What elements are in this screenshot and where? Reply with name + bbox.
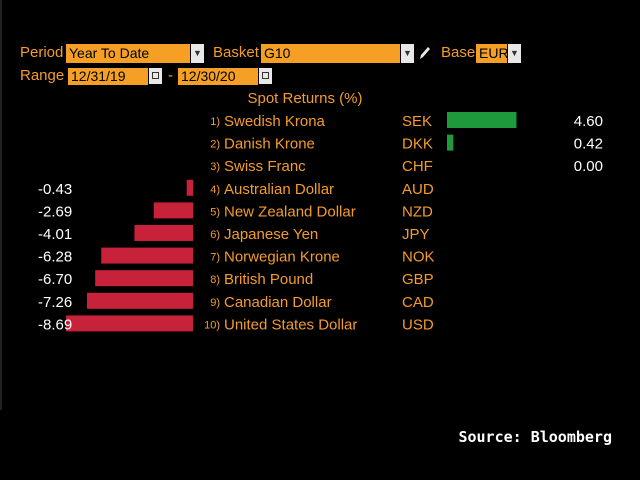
- currency-code: GBP: [402, 271, 434, 288]
- base-select[interactable]: EUR: [476, 44, 509, 63]
- category-label: Danish Krone: [224, 136, 315, 153]
- currency-code: NOK: [402, 249, 435, 266]
- rank-label: 3): [210, 161, 220, 173]
- rank-label: 8): [210, 274, 220, 286]
- category-label: New Zealand Dollar: [224, 203, 356, 220]
- bar-positive: [447, 112, 517, 128]
- range-label: Range: [20, 67, 65, 84]
- currency-code: DKK: [402, 136, 433, 153]
- currency-code: USD: [402, 316, 434, 333]
- bar-negative: [95, 270, 193, 287]
- category-label: Canadian Dollar: [224, 294, 332, 311]
- period-dropdown-icon[interactable]: ▼: [191, 44, 204, 63]
- period-select[interactable]: Year To Date: [66, 44, 190, 63]
- chart-title: Spot Returns (%): [247, 90, 362, 107]
- period-label: Period: [20, 44, 64, 61]
- rank-label: 1): [210, 116, 220, 128]
- currency-code: CHF: [402, 158, 433, 175]
- bar-negative: [101, 247, 193, 264]
- rank-label: 7): [210, 252, 220, 264]
- value-label: 0.42: [574, 136, 603, 153]
- range-end-input[interactable]: 12/30/20: [178, 68, 258, 85]
- base-label: Base: [441, 44, 476, 61]
- range-separator: -: [168, 67, 173, 84]
- currency-code: SEK: [402, 113, 432, 130]
- category-label: United States Dollar: [224, 316, 357, 333]
- basket-dropdown-icon[interactable]: ▼: [401, 44, 414, 63]
- currency-code: AUD: [402, 181, 434, 198]
- value-label: 4.60: [574, 113, 603, 130]
- rank-label: 2): [210, 139, 220, 151]
- currency-code: CAD: [402, 294, 434, 311]
- bar-negative: [134, 225, 193, 241]
- value-label: -7.26: [38, 294, 72, 311]
- basket-select[interactable]: G10: [261, 44, 400, 63]
- rank-label: 5): [210, 206, 220, 218]
- value-label: -0.43: [38, 181, 72, 198]
- rank-label: 10): [204, 319, 220, 331]
- pencil-icon[interactable]: [418, 45, 432, 61]
- basket-label: Basket: [213, 44, 259, 61]
- category-label: Swedish Krona: [224, 113, 326, 130]
- value-label: -4.01: [38, 226, 72, 243]
- category-label: Japanese Yen: [224, 226, 318, 243]
- range-start-input[interactable]: 12/31/19: [68, 68, 148, 85]
- value-label: 0.00: [574, 158, 603, 175]
- value-label: -8.69: [38, 316, 72, 333]
- value-label: -6.28: [38, 249, 72, 266]
- category-label: British Pound: [224, 271, 313, 288]
- bar-negative: [186, 179, 193, 196]
- rank-label: 4): [210, 184, 220, 196]
- bar-negative: [87, 292, 193, 309]
- bar-positive: [447, 134, 454, 151]
- value-label: -2.69: [38, 203, 72, 220]
- value-label: -6.70: [38, 271, 72, 288]
- rank-label: 6): [210, 229, 220, 241]
- currency-code: NZD: [402, 203, 433, 220]
- bar-negative: [153, 202, 193, 219]
- base-dropdown-icon[interactable]: ▼: [508, 44, 521, 63]
- source-label: Source: Bloomberg: [458, 428, 612, 446]
- category-label: Australian Dollar: [224, 181, 334, 198]
- category-label: Swiss Franc: [224, 158, 306, 175]
- range-end-calendar-icon[interactable]: [259, 68, 272, 84]
- category-label: Norwegian Krone: [224, 249, 340, 266]
- bar-negative: [66, 315, 193, 332]
- range-start-calendar-icon[interactable]: [149, 68, 162, 84]
- left-edge-line: [0, 0, 2, 410]
- rank-label: 9): [210, 297, 220, 309]
- currency-code: JPY: [402, 226, 430, 243]
